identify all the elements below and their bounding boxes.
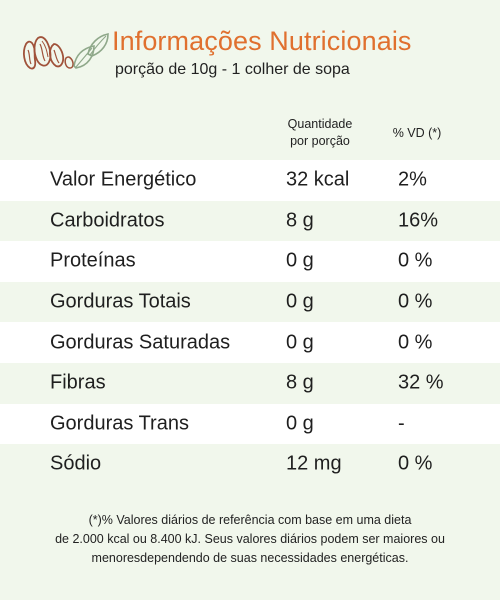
nutrient-name: Gorduras Totais bbox=[50, 290, 191, 313]
table-row: Proteínas 0 g 0 % bbox=[0, 241, 500, 282]
footnote-line: de 2.000 kcal ou 8.400 kJ. Seus valores … bbox=[55, 532, 445, 546]
column-header-quantity-line1: Quantidade bbox=[287, 117, 353, 131]
nutrient-daily-value: 32 % bbox=[398, 371, 444, 394]
page-title: Informações Nutricionais bbox=[112, 26, 412, 56]
nutrient-quantity: 32 kcal bbox=[286, 168, 350, 191]
nutrient-quantity: 12 mg bbox=[286, 452, 342, 475]
table-row: Carboidratos 8 g 16% bbox=[0, 200, 500, 242]
nutrient-name: Gorduras Saturadas bbox=[50, 331, 231, 354]
nutrient-quantity: 8 g bbox=[286, 209, 314, 232]
nutrient-daily-value: 2% bbox=[398, 168, 427, 191]
nutrient-name: Proteínas bbox=[50, 249, 136, 272]
nutrient-quantity: 0 g bbox=[286, 290, 314, 313]
nutrient-daily-value: 16% bbox=[398, 209, 439, 232]
nutrient-quantity: 0 g bbox=[286, 249, 314, 272]
footnote: (*)% Valores diários de referência com b… bbox=[20, 511, 480, 568]
nutrient-daily-value: 0 % bbox=[398, 290, 433, 313]
footnote-line: (*)% Valores diários de referência com b… bbox=[88, 513, 412, 527]
column-header-quantity-line2: por porção bbox=[290, 134, 350, 148]
nutrient-daily-value: 0 % bbox=[398, 452, 433, 475]
nutrient-name: Fibras bbox=[50, 371, 106, 394]
column-header-daily-value: % VD (*) bbox=[392, 126, 442, 140]
table-row: Gorduras Trans 0 g - bbox=[0, 403, 500, 445]
nutrient-name: Carboidratos bbox=[50, 209, 165, 232]
nutrient-name: Sódio bbox=[50, 452, 102, 475]
table-row: Sódio 12 mg 0 % bbox=[0, 444, 500, 485]
nutrient-name: Gorduras Trans bbox=[50, 412, 189, 435]
table-row: Valor Energético 32 kcal 2% bbox=[0, 160, 500, 201]
nutrient-quantity: 8 g bbox=[286, 371, 314, 394]
nutrition-table: Valor Energético 32 kcal 2% Carboidratos… bbox=[0, 160, 500, 485]
nutrient-daily-value: 0 % bbox=[398, 331, 433, 354]
table-row: Fibras 8 g 32 % bbox=[0, 362, 500, 404]
table-row: Gorduras Totais 0 g 0 % bbox=[0, 281, 500, 323]
footnote-line: menoresdependendo de suas necessidades e… bbox=[91, 551, 409, 565]
serving-size: porção de 10g - 1 colher de sopa bbox=[115, 61, 350, 78]
nutrient-daily-value: 0 % bbox=[398, 249, 433, 272]
table-row: Gorduras Saturadas 0 g 0 % bbox=[0, 322, 500, 363]
nuts-and-leaves-icon bbox=[23, 33, 109, 70]
nutrient-quantity: 0 g bbox=[286, 331, 314, 354]
column-header-quantity: Quantidade por porção bbox=[272, 116, 368, 150]
nutrient-daily-value: - bbox=[398, 412, 405, 435]
nutrient-quantity: 0 g bbox=[286, 412, 314, 435]
nutrient-name: Valor Energético bbox=[50, 168, 197, 191]
